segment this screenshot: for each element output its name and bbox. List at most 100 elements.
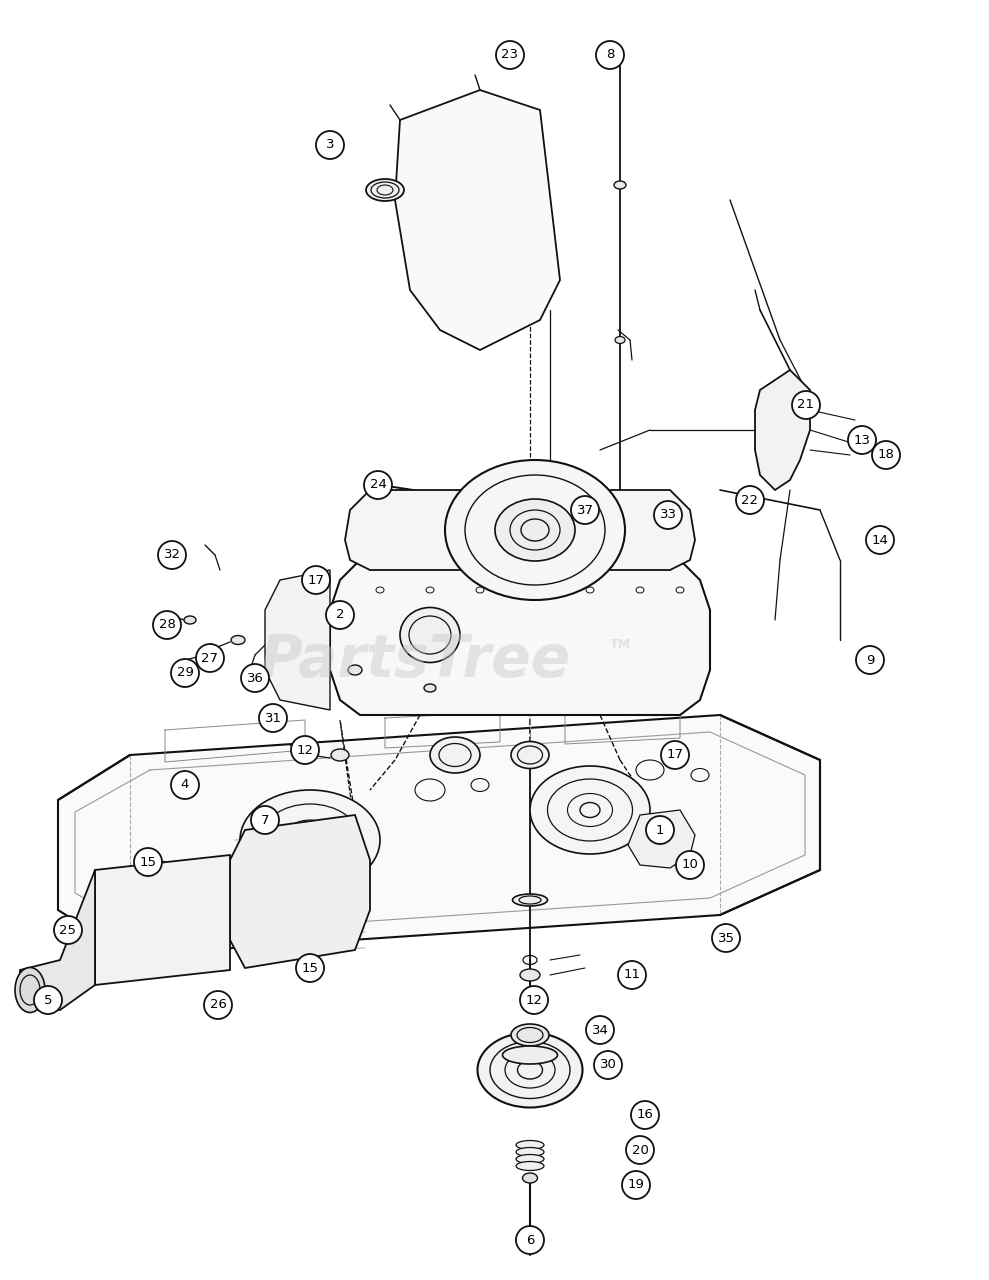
Circle shape [676,851,704,879]
Ellipse shape [366,179,404,201]
Ellipse shape [520,969,540,980]
Ellipse shape [424,684,436,692]
Polygon shape [755,370,810,490]
Ellipse shape [522,1172,537,1183]
Text: 5: 5 [44,993,52,1006]
Circle shape [171,771,199,799]
Text: 14: 14 [871,534,888,547]
Text: 17: 17 [308,573,324,586]
Circle shape [134,847,162,876]
Ellipse shape [511,741,549,768]
Ellipse shape [375,481,385,489]
Ellipse shape [615,337,625,343]
Circle shape [364,471,392,499]
Circle shape [54,916,82,945]
Text: 18: 18 [877,448,894,462]
Text: 26: 26 [210,998,226,1011]
Text: 15: 15 [139,855,156,869]
Text: TM: TM [609,639,631,652]
Text: 24: 24 [370,479,387,492]
Circle shape [291,736,319,764]
Polygon shape [230,815,370,968]
Text: 7: 7 [261,814,269,827]
Circle shape [866,526,894,554]
Circle shape [736,486,764,515]
Ellipse shape [231,635,245,645]
Ellipse shape [516,1155,544,1164]
Circle shape [586,1016,614,1044]
Circle shape [34,986,62,1014]
Text: 4: 4 [181,778,189,791]
Polygon shape [95,855,230,986]
Ellipse shape [502,1046,558,1064]
Ellipse shape [430,737,480,773]
Polygon shape [58,716,820,955]
Polygon shape [265,570,330,710]
Text: 22: 22 [742,494,759,507]
Ellipse shape [445,460,625,600]
Circle shape [631,1101,659,1129]
Text: 8: 8 [606,49,614,61]
Circle shape [496,41,524,69]
Circle shape [316,131,344,159]
Polygon shape [395,90,560,349]
Text: 20: 20 [632,1143,649,1157]
Text: PartsTree: PartsTree [259,631,571,689]
Text: 21: 21 [797,398,815,411]
Ellipse shape [512,893,548,906]
Text: 33: 33 [660,508,676,521]
Circle shape [661,741,689,769]
Circle shape [618,961,646,989]
Ellipse shape [240,790,380,890]
Circle shape [326,602,354,628]
Circle shape [571,495,599,524]
Text: 37: 37 [577,503,593,517]
Ellipse shape [614,180,626,189]
Text: 27: 27 [202,652,219,664]
Ellipse shape [516,1161,544,1170]
Polygon shape [628,810,695,868]
Text: 10: 10 [681,859,698,872]
Ellipse shape [331,749,349,762]
Circle shape [654,500,682,529]
Text: 13: 13 [854,434,870,447]
Text: 31: 31 [264,712,282,724]
Ellipse shape [495,499,575,561]
Text: 3: 3 [325,138,334,151]
Circle shape [646,817,674,844]
Circle shape [520,986,548,1014]
Text: 19: 19 [628,1179,645,1192]
Ellipse shape [511,1024,549,1046]
Ellipse shape [530,765,650,854]
Polygon shape [330,561,710,716]
Circle shape [153,611,181,639]
Text: 12: 12 [297,744,314,756]
Circle shape [622,1171,650,1199]
Circle shape [856,646,884,675]
Ellipse shape [400,608,460,663]
Circle shape [302,566,330,594]
Circle shape [171,659,199,687]
Text: 30: 30 [599,1059,616,1071]
Text: 28: 28 [158,618,175,631]
Circle shape [712,924,740,952]
Ellipse shape [15,968,45,1012]
Circle shape [204,991,232,1019]
Circle shape [792,390,820,419]
Polygon shape [345,490,695,570]
Circle shape [196,644,224,672]
Circle shape [251,806,279,835]
Polygon shape [20,870,95,1010]
Text: 17: 17 [667,749,683,762]
Circle shape [848,426,876,454]
Text: 25: 25 [59,923,76,937]
Text: 6: 6 [526,1234,534,1247]
Circle shape [241,664,269,692]
Circle shape [158,541,186,570]
Text: 15: 15 [302,961,318,974]
Circle shape [626,1137,654,1164]
Text: 12: 12 [525,993,543,1006]
Text: 29: 29 [177,667,194,680]
Text: 11: 11 [623,969,641,982]
Ellipse shape [205,649,215,657]
